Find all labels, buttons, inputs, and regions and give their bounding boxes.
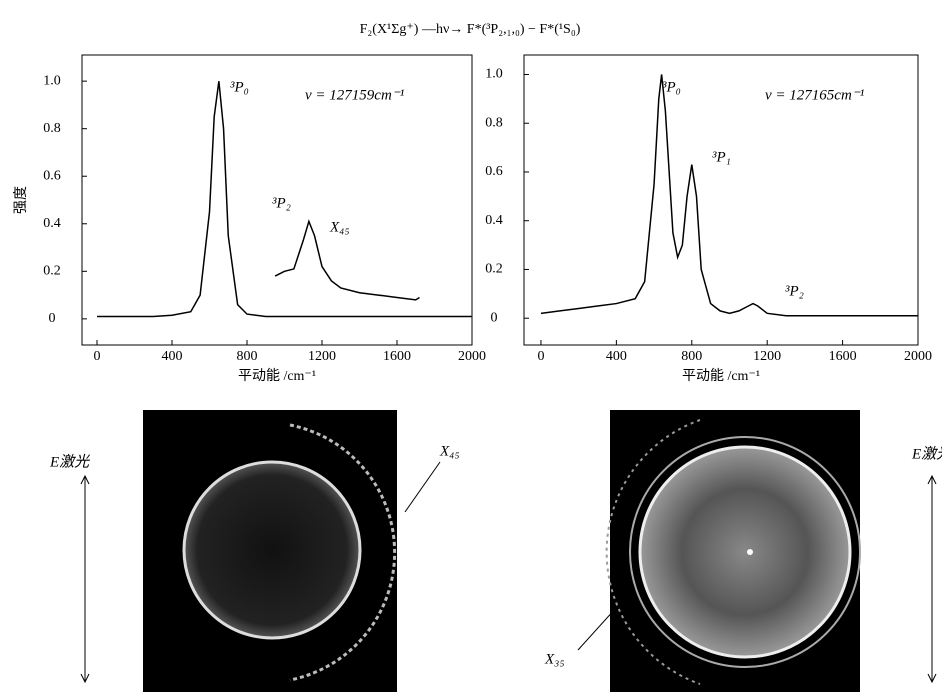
x-tick-label: 0 bbox=[537, 349, 544, 364]
image-axis-label: E激光 bbox=[49, 453, 90, 470]
y-axis-label: 强度 bbox=[13, 186, 29, 214]
x-tick-label: 1600 bbox=[829, 349, 857, 364]
spectrum-line bbox=[274, 219, 420, 301]
y-tick-label: 0.2 bbox=[485, 262, 503, 277]
y-tick-label: 0 bbox=[49, 311, 56, 326]
annotation: ³P₀ bbox=[230, 79, 249, 95]
x-tick-label: 2000 bbox=[904, 349, 932, 364]
image-label: X₄₅ bbox=[439, 443, 460, 459]
annotation: ν = 127165cm⁻¹ bbox=[765, 87, 865, 103]
y-tick-label: 0.8 bbox=[485, 115, 503, 130]
x-tick-label: 800 bbox=[237, 349, 258, 364]
x-axis-label: 平动能 /cm⁻¹ bbox=[238, 368, 316, 384]
y-tick-label: 0.2 bbox=[43, 264, 61, 279]
x-tick-label: 0 bbox=[94, 349, 101, 364]
x-tick-label: 1200 bbox=[753, 349, 781, 364]
annotation: ³P₀ bbox=[662, 79, 681, 95]
image-left bbox=[143, 410, 397, 692]
y-tick-label: 0.4 bbox=[43, 216, 61, 231]
annotation: ³P₂ bbox=[785, 283, 804, 299]
x-tick-label: 800 bbox=[681, 349, 702, 364]
annotation: X₄₅ bbox=[329, 219, 350, 235]
annotation: ³P₁ bbox=[712, 149, 731, 165]
plot-frame bbox=[523, 54, 919, 346]
x-axis-label: 平动能 /cm⁻¹ bbox=[682, 368, 760, 384]
image-axis-label: E激光 bbox=[911, 445, 942, 462]
image-label: X₃₅ bbox=[544, 651, 565, 667]
x-tick-label: 2000 bbox=[458, 349, 486, 364]
y-tick-label: 0.6 bbox=[485, 164, 503, 179]
y-tick-label: 0.4 bbox=[485, 213, 503, 228]
y-tick-label: 0.8 bbox=[43, 121, 61, 136]
x-tick-label: 400 bbox=[606, 349, 627, 364]
y-tick-label: 1.0 bbox=[485, 67, 503, 82]
plot-frame bbox=[81, 54, 473, 346]
image-right bbox=[605, 410, 861, 692]
figure-title: F₂(X¹Σg⁺) —hν→ F*(³P₂,₁,₀) − F*(¹S₀) bbox=[360, 22, 581, 37]
arrows bbox=[80, 461, 937, 684]
y-tick-label: 0.6 bbox=[43, 168, 61, 183]
x-tick-label: 400 bbox=[162, 349, 183, 364]
annotation: ν = 127159cm⁻¹ bbox=[305, 87, 405, 103]
spectrum-line bbox=[97, 81, 472, 318]
y-tick-label: 1.0 bbox=[43, 73, 61, 88]
y-tick-label: 0 bbox=[491, 310, 498, 325]
x-tick-label: 1200 bbox=[308, 349, 336, 364]
x-tick-label: 1600 bbox=[383, 349, 411, 364]
spectrum-line bbox=[540, 74, 918, 317]
annotation: ³P₂ bbox=[272, 195, 291, 211]
